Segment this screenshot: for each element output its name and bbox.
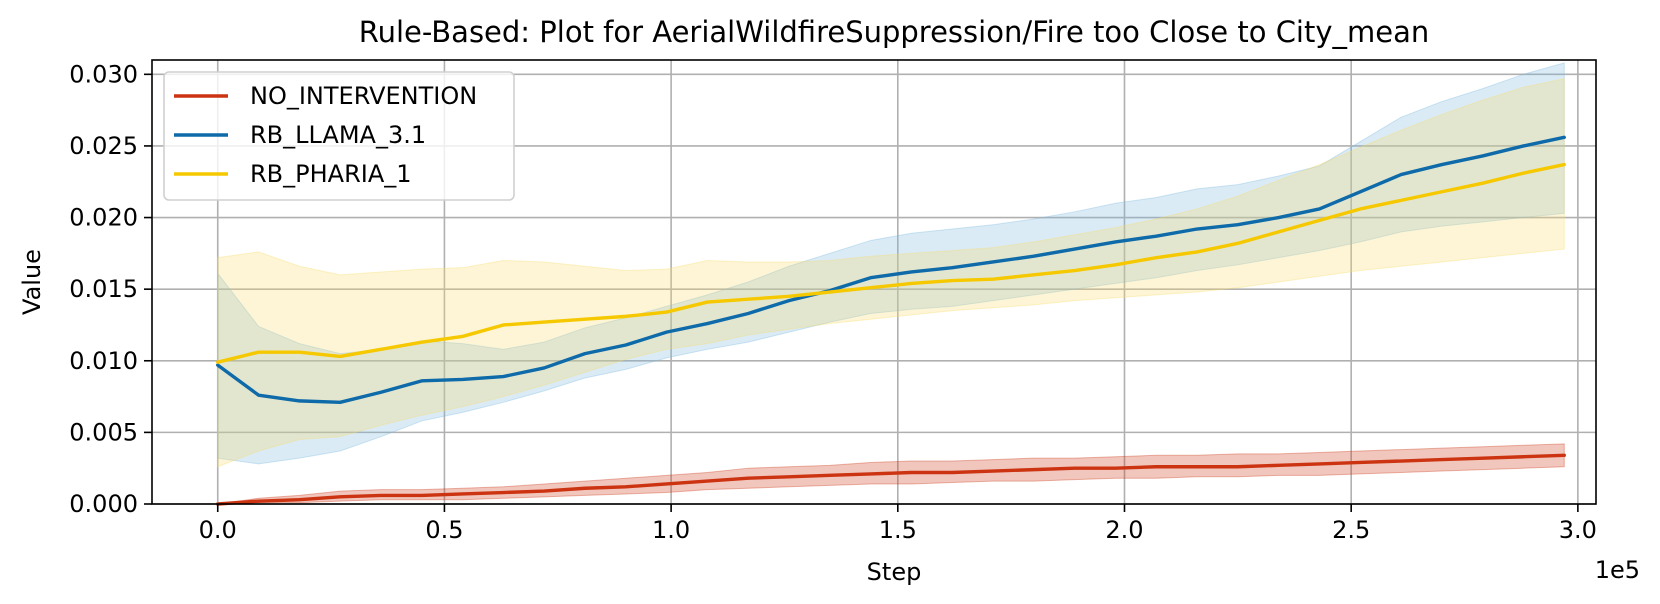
x-tick-label: 0.0 <box>199 516 237 544</box>
y-axis-label: Value <box>18 249 46 315</box>
confidence-band-rb-pharia-1 <box>217 78 1565 468</box>
x-tick-label: 1.0 <box>652 516 690 544</box>
series-line-no-intervention <box>216 453 1566 506</box>
y-tick-label: 0.025 <box>69 132 138 160</box>
x-tick-label: 0.5 <box>425 516 463 544</box>
y-tick-label: 0.010 <box>69 347 138 375</box>
y-tick-label: 0.020 <box>69 204 138 232</box>
chart-title: Rule-Based: Plot for AerialWildfireSuppr… <box>359 15 1430 49</box>
y-axis-ticks: 0.000 0.005 0.010 0.015 0.020 0.025 0.030 <box>69 60 152 518</box>
series-lines <box>216 135 1566 506</box>
legend-label: RB_PHARIA_1 <box>250 160 412 188</box>
x-axis-ticks: 0.0 0.5 1.0 1.5 2.0 2.5 3.0 <box>199 504 1597 544</box>
legend-label: RB_LLAMA_3.1 <box>250 121 426 149</box>
x-axis-label: Step <box>867 558 922 586</box>
y-tick-label: 0.005 <box>69 418 138 446</box>
x-tick-label: 1.5 <box>879 516 917 544</box>
x-axis-offset-label: 1e5 <box>1595 556 1640 584</box>
y-tick-label: 0.000 <box>69 490 138 518</box>
legend: NO_INTERVENTION RB_LLAMA_3.1 RB_PHARIA_1 <box>163 71 515 201</box>
x-tick-label: 3.0 <box>1559 516 1597 544</box>
x-tick-label: 2.5 <box>1332 516 1370 544</box>
y-tick-label: 0.015 <box>69 275 138 303</box>
x-tick-label: 2.0 <box>1105 516 1143 544</box>
y-tick-label: 0.030 <box>69 60 138 88</box>
plot-frame <box>151 59 1597 505</box>
series-line-rb-pharia-1 <box>216 162 1566 364</box>
legend-label: NO_INTERVENTION <box>250 82 477 110</box>
legend-box <box>163 71 515 201</box>
series-line-rb-llama-3-1 <box>216 135 1566 405</box>
